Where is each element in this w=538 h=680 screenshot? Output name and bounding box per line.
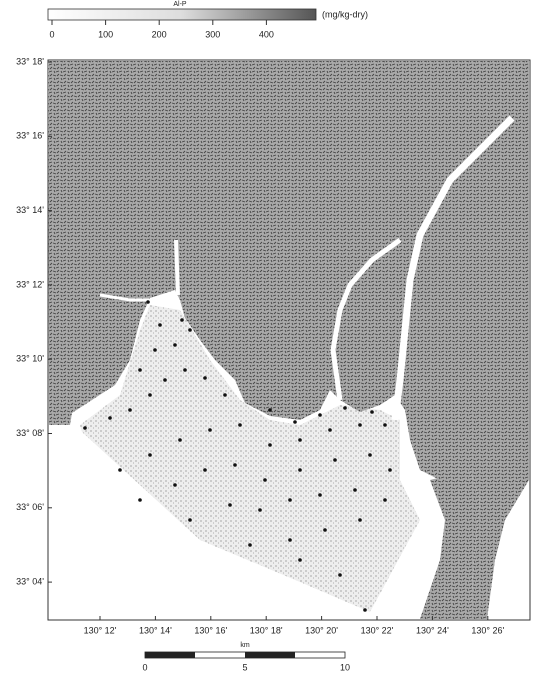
- legend-tick-label: 200: [152, 29, 167, 39]
- station-point: [173, 483, 177, 487]
- latitude-label: 33° 04': [16, 576, 44, 586]
- station-point: [146, 300, 150, 304]
- longitude-label: 130° 22': [361, 625, 394, 635]
- station-point: [108, 416, 112, 420]
- station-point: [158, 323, 162, 327]
- station-point: [388, 468, 392, 472]
- river: [176, 240, 178, 295]
- longitude-label: 130° 18': [250, 625, 283, 635]
- legend-tick-label: 400: [259, 29, 274, 39]
- station-point: [138, 498, 142, 502]
- scale-ticks: 0 5 10: [142, 662, 350, 672]
- station-point: [358, 518, 362, 522]
- station-point: [223, 393, 227, 397]
- station-point: [298, 558, 302, 562]
- longitude-label: 130° 12': [84, 625, 117, 635]
- scale-bar-segment: [245, 652, 295, 658]
- station-point: [148, 453, 152, 457]
- station-point: [148, 393, 152, 397]
- color-bar: [48, 9, 316, 20]
- station-point: [288, 498, 292, 502]
- station-point: [318, 493, 322, 497]
- station-point: [83, 426, 87, 430]
- station-point: [153, 348, 157, 352]
- station-point: [323, 528, 327, 532]
- station-point: [298, 468, 302, 472]
- station-point: [258, 508, 262, 512]
- station-point: [238, 423, 242, 427]
- station-point: [328, 428, 332, 432]
- station-point: [233, 463, 237, 467]
- longitude-label: 130° 16': [194, 625, 227, 635]
- station-point: [263, 478, 267, 482]
- station-point: [338, 573, 342, 577]
- station-point: [163, 378, 167, 382]
- legend-tick-label: 100: [98, 29, 113, 39]
- longitude-label: 130° 24': [416, 625, 449, 635]
- legend-title: Al-P: [173, 1, 187, 8]
- legend-ticks: 0 100 200 300 400: [49, 20, 273, 39]
- station-point: [173, 343, 177, 347]
- latitude-label: 33° 14': [16, 205, 44, 215]
- station-point: [370, 410, 374, 414]
- station-point: [180, 318, 184, 322]
- scale-tick-label: 10: [340, 662, 350, 672]
- station-point: [298, 438, 302, 442]
- legend-unit: (mg/kg-dry): [322, 9, 368, 19]
- legend-tick-label: 0: [49, 29, 54, 39]
- latitude-label: 33° 16': [16, 131, 44, 141]
- station-point: [353, 488, 357, 492]
- legend-tick-label: 300: [205, 29, 220, 39]
- station-point: [248, 543, 252, 547]
- station-point: [268, 443, 272, 447]
- scale-unit: km: [240, 642, 250, 649]
- station-point: [188, 328, 192, 332]
- station-point: [183, 368, 187, 372]
- page: {"legend": {"title": "Al-P", "unit": "(m…: [0, 0, 538, 675]
- station-point: [128, 408, 132, 412]
- station-point: [343, 406, 347, 410]
- station-point: [383, 423, 387, 427]
- station-point: [188, 518, 192, 522]
- station-point: [178, 438, 182, 442]
- station-point: [318, 413, 322, 417]
- longitude-label: 130° 14': [139, 625, 172, 635]
- scale-bar-segment: [145, 652, 195, 658]
- station-point: [208, 428, 212, 432]
- latitude-label: 33° 08': [16, 428, 44, 438]
- map-figure: Al-P (mg/kg-dry) 0100200300400 33° 18'33…: [0, 0, 538, 675]
- latitude-label: 33° 10': [16, 354, 44, 364]
- longitude-label: 130° 20': [305, 625, 338, 635]
- station-point: [368, 453, 372, 457]
- latitude-label: 33° 06': [16, 502, 44, 512]
- latitude-label: 33° 12': [16, 279, 44, 289]
- station-point: [268, 408, 272, 412]
- station-point: [228, 503, 232, 507]
- station-point: [293, 420, 297, 424]
- station-point: [288, 538, 292, 542]
- longitude-label: 130° 26': [471, 625, 504, 635]
- station-point: [383, 498, 387, 502]
- station-point: [203, 468, 207, 472]
- station-point: [138, 368, 142, 372]
- station-point: [203, 376, 207, 380]
- station-point: [358, 423, 362, 427]
- scale-tick-label: 5: [242, 662, 247, 672]
- station-point: [363, 608, 367, 612]
- latitude-label: 33° 18': [16, 56, 44, 66]
- station-point: [333, 458, 337, 462]
- station-point: [118, 468, 122, 472]
- scale-tick-label: 0: [142, 662, 147, 672]
